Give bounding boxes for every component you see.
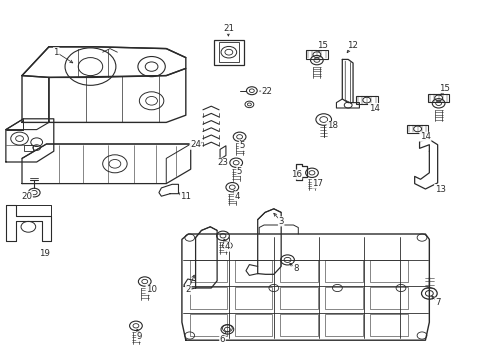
- Bar: [325, 287, 362, 309]
- Text: 4: 4: [224, 242, 230, 251]
- Text: 2: 2: [185, 285, 191, 294]
- Text: 11: 11: [180, 192, 191, 201]
- Text: 5: 5: [236, 166, 242, 175]
- Bar: [369, 287, 407, 309]
- Text: 14: 14: [368, 104, 379, 112]
- Bar: [189, 260, 227, 282]
- Text: 4: 4: [234, 192, 240, 201]
- Text: 14: 14: [419, 132, 430, 141]
- Bar: [234, 260, 272, 282]
- Bar: [355, 96, 377, 104]
- Text: 21: 21: [223, 24, 233, 33]
- Bar: [305, 50, 327, 59]
- Text: 9: 9: [137, 332, 142, 341]
- Bar: [427, 94, 448, 102]
- Text: 17: 17: [312, 179, 323, 188]
- Text: 13: 13: [434, 184, 445, 194]
- Bar: [369, 314, 407, 336]
- Text: 23: 23: [217, 158, 227, 167]
- Text: 15: 15: [439, 84, 449, 93]
- Text: 19: 19: [39, 249, 49, 258]
- Bar: [280, 314, 317, 336]
- Text: 22: 22: [261, 87, 271, 96]
- Text: 6: 6: [219, 335, 225, 343]
- Bar: [325, 260, 362, 282]
- Bar: [189, 314, 227, 336]
- Text: 12: 12: [346, 40, 357, 49]
- Text: 10: 10: [146, 285, 157, 294]
- Bar: [189, 287, 227, 309]
- Text: 7: 7: [434, 298, 440, 307]
- Bar: [219, 42, 238, 62]
- Text: 5: 5: [239, 141, 244, 150]
- Text: 16: 16: [290, 170, 301, 179]
- Bar: [234, 314, 272, 336]
- Bar: [280, 260, 317, 282]
- Text: 1: 1: [53, 48, 59, 57]
- Text: 20: 20: [21, 192, 32, 201]
- Text: 15: 15: [317, 40, 327, 49]
- Bar: [234, 287, 272, 309]
- Text: 8: 8: [292, 264, 298, 273]
- Text: 3: 3: [278, 217, 284, 226]
- Bar: [214, 40, 243, 65]
- Bar: [406, 125, 427, 133]
- Text: 18: 18: [326, 122, 337, 130]
- Text: 24: 24: [190, 140, 201, 149]
- Bar: [24, 145, 33, 151]
- Bar: [369, 260, 407, 282]
- Bar: [325, 314, 362, 336]
- Bar: [280, 287, 317, 309]
